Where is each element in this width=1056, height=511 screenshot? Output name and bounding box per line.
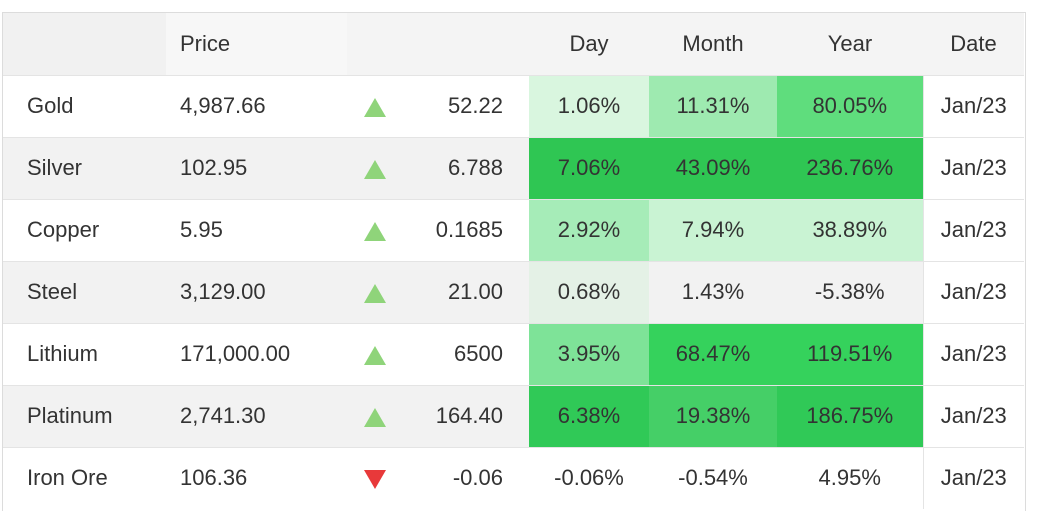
row-date: Jan/23: [922, 385, 1024, 447]
year-change-pct: 119.51%: [777, 323, 923, 385]
month-change-pct: 1.43%: [681, 279, 745, 304]
price-change: 6.788: [447, 155, 503, 180]
header-name[interactable]: [3, 13, 166, 75]
month-change-pct: 19.38%: [649, 385, 777, 447]
direction-cell: [347, 199, 403, 261]
commodity-price: 106.36: [180, 465, 248, 491]
table-row[interactable]: Gold 4,987.66 52.22 1.06% 11.31% 80.05% Jan/23: [3, 75, 1024, 137]
day-change-pct: 7.06%: [529, 137, 649, 199]
header-date[interactable]: Date: [950, 30, 997, 56]
year-change-pct: 38.89%: [777, 199, 923, 261]
month-change-pct: 68.47%: [649, 323, 777, 385]
year-change-pct: -5.38%: [814, 279, 885, 304]
price-change: -0.06: [452, 465, 503, 491]
direction-cell: [347, 385, 403, 447]
commodity-price: 171,000.00: [180, 341, 291, 366]
commodity-name[interactable]: Gold: [27, 93, 74, 118]
table-row[interactable]: Iron Ore 106.36 -0.06 -0.06% -0.54% 4.95% Jan/…: [3, 447, 1024, 509]
commodity-name[interactable]: Copper: [27, 217, 100, 242]
row-date: Jan/23: [922, 75, 1024, 137]
up-arrow-icon: [364, 407, 386, 427]
table-row[interactable]: Copper 5.95 0.1685 2.92% 7.94% 38.89% Jan/23: [3, 199, 1024, 261]
year-change-pct: 186.75%: [777, 385, 923, 447]
price-change: 0.1685: [435, 217, 503, 242]
header-day[interactable]: Day: [569, 30, 609, 56]
commodity-name[interactable]: Platinum: [27, 403, 113, 428]
commodity-price: 3,129.00: [180, 279, 266, 304]
price-change: 21.00: [447, 279, 503, 304]
up-arrow-icon: [364, 283, 386, 303]
commodity-price: 2,741.30: [180, 403, 266, 428]
price-change: 164.40: [435, 403, 503, 428]
commodity-price: 4,987.66: [180, 93, 266, 118]
year-change-pct: 80.05%: [777, 75, 923, 137]
month-change-pct: 7.94%: [649, 199, 777, 261]
direction-cell: [347, 447, 403, 509]
day-change-pct: -0.06%: [554, 465, 624, 491]
table-row[interactable]: Lithium 171,000.00 6500 3.95% 68.47% 119.51% J…: [3, 323, 1024, 385]
direction-cell: [347, 261, 403, 323]
row-date: Jan/23: [922, 261, 1024, 323]
header-price[interactable]: Price: [166, 13, 347, 75]
row-date: Jan/23: [922, 199, 1024, 261]
day-change-pct: 2.92%: [529, 199, 649, 261]
direction-cell: [347, 75, 403, 137]
table-row[interactable]: Silver 102.95 6.788 7.06% 43.09% 236.76% Jan/2…: [3, 137, 1024, 199]
commodities-table-container: Price Day Month Year Date Gold 4,987.66 52…: [2, 12, 1026, 511]
table-header-row: Price Day Month Year Date: [3, 13, 1024, 75]
commodity-price: 5.95: [180, 217, 223, 242]
up-arrow-icon: [364, 97, 386, 117]
day-change-pct: 6.38%: [529, 385, 649, 447]
up-arrow-icon: [364, 345, 386, 365]
header-change: [403, 13, 529, 75]
price-change: 52.22: [447, 93, 503, 118]
commodity-price: 102.95: [180, 155, 248, 180]
year-change-pct: 4.95%: [818, 465, 881, 491]
price-change: 6500: [454, 341, 503, 366]
header-arrow: [347, 13, 403, 75]
row-date: Jan/23: [922, 323, 1024, 385]
commodity-name[interactable]: Silver: [27, 155, 83, 180]
row-date: Jan/23: [922, 447, 1024, 509]
commodities-table: Price Day Month Year Date Gold 4,987.66 52…: [3, 13, 1024, 509]
table-row[interactable]: Platinum 2,741.30 164.40 6.38% 19.38% 186.75%…: [3, 385, 1024, 447]
day-change-pct: 0.68%: [529, 261, 649, 323]
header-year[interactable]: Year: [827, 30, 873, 56]
direction-cell: [347, 323, 403, 385]
commodity-name[interactable]: Iron Ore: [27, 465, 108, 491]
up-arrow-icon: [364, 159, 386, 179]
direction-cell: [347, 137, 403, 199]
commodity-name[interactable]: Steel: [27, 279, 78, 304]
day-change-pct: 1.06%: [529, 75, 649, 137]
commodity-name[interactable]: Lithium: [27, 341, 98, 366]
up-arrow-icon: [364, 221, 386, 241]
row-date: Jan/23: [922, 137, 1024, 199]
year-change-pct: 236.76%: [777, 137, 923, 199]
month-change-pct: -0.54%: [678, 465, 748, 491]
header-month[interactable]: Month: [682, 30, 744, 56]
month-change-pct: 11.31%: [649, 75, 777, 137]
down-arrow-icon: [364, 469, 386, 489]
table-row[interactable]: Steel 3,129.00 21.00 0.68% 1.43% -5.38% Jan/23: [3, 261, 1024, 323]
day-change-pct: 3.95%: [529, 323, 649, 385]
month-change-pct: 43.09%: [649, 137, 777, 199]
